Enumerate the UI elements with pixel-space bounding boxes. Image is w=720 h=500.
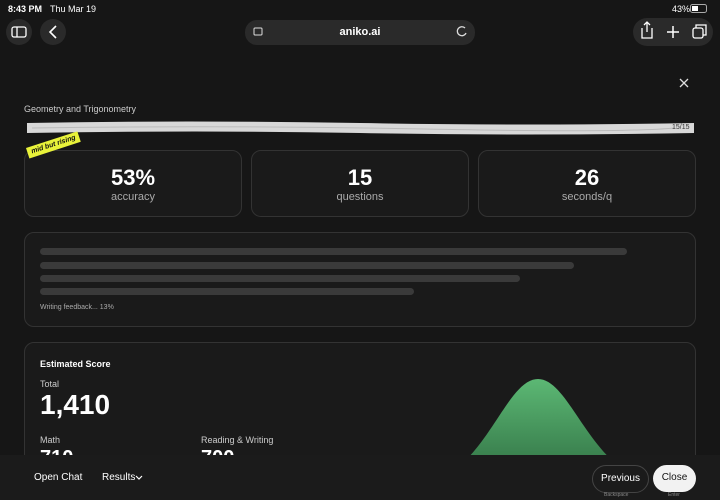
browser-toolbar: [6, 18, 713, 46]
url[interactable]: aniko.ai: [339, 26, 381, 38]
skeleton-line: [40, 288, 414, 295]
quiz-title: Geometry and Trigonometry: [24, 104, 137, 114]
total-label: Total: [40, 379, 60, 389]
stat-value: 53%: [110, 165, 156, 190]
stat-value: 15: [347, 165, 373, 190]
close-hint: Enter: [668, 492, 680, 498]
progress-bar: [27, 121, 694, 135]
open-chat[interactable]: Open Chat: [34, 472, 83, 483]
stat-card: 26 seconds/q: [478, 150, 696, 217]
skeleton-line: [40, 275, 520, 282]
section-label: Reading & Writing: [201, 435, 274, 445]
results-menu[interactable]: Results: [102, 472, 136, 483]
close-button[interactable]: Close: [653, 465, 696, 492]
feedback-status: Writing feedback... 13%: [40, 304, 114, 311]
status-date: Thu Mar 19: [50, 4, 97, 14]
stat-value: 26: [574, 165, 600, 190]
skeleton-line: [40, 248, 627, 255]
progress-text: 15/15: [672, 124, 690, 131]
stat-card: 53% accuracy: [24, 150, 242, 217]
total-score: 1,410: [40, 389, 111, 420]
previous-hint: Backspace: [604, 492, 629, 498]
stat-card: 15 questions: [251, 150, 469, 217]
feedback-card: Writing feedback... 13%: [24, 232, 696, 327]
close-icon[interactable]: [679, 78, 689, 88]
battery-level: 43%: [672, 4, 691, 14]
chevron-down[interactable]: [135, 474, 143, 482]
section-label: Math: [40, 435, 61, 445]
skeleton-line: [40, 262, 574, 269]
stat-label: questions: [336, 191, 384, 203]
battery-icon: [690, 4, 707, 13]
score-title: Estimated Score: [40, 359, 111, 369]
previous-button[interactable]: Previous: [592, 465, 649, 493]
status-time: 8:43 PM: [8, 4, 43, 14]
stat-label: accuracy: [110, 191, 156, 203]
stat-label: seconds/q: [561, 191, 613, 203]
